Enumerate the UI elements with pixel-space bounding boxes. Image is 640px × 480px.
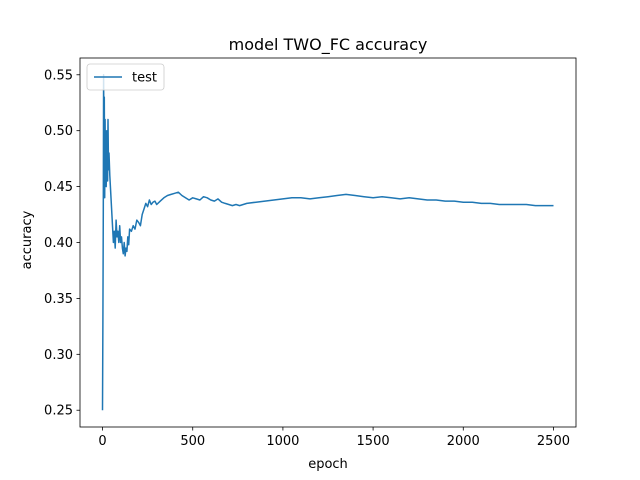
legend-box bbox=[86, 63, 165, 91]
y-axis-label: accuracy bbox=[20, 210, 35, 269]
y-tick-label: 0.40 bbox=[44, 236, 73, 251]
y-tick-label: 0.50 bbox=[44, 124, 73, 139]
x-tick-label: 2000 bbox=[447, 434, 480, 449]
y-tick-label: 0.25 bbox=[44, 404, 73, 419]
x-tick-label: 500 bbox=[180, 434, 205, 449]
x-tick-label: 1500 bbox=[357, 434, 390, 449]
x-tick-label: 2500 bbox=[537, 434, 570, 449]
x-axis-label: epoch bbox=[308, 457, 348, 472]
x-tick-label: 1000 bbox=[266, 434, 299, 449]
plot-area: 0 500 1000 1500 2000 2500 0.25 0.30 0.35 0.40 0.45… bbox=[44, 57, 577, 449]
x-tick-label: 0 bbox=[98, 434, 106, 449]
y-tick-label: 0.35 bbox=[44, 292, 73, 307]
y-tick-label: 0.55 bbox=[44, 68, 73, 83]
y-tick-label: 0.30 bbox=[44, 348, 73, 363]
series-line-test bbox=[101, 74, 554, 411]
legend-label-test: test bbox=[132, 71, 157, 86]
legend: test bbox=[86, 63, 165, 91]
chart-title: model TWO_FC accuracy bbox=[229, 35, 428, 55]
y-tick-label: 0.45 bbox=[44, 180, 73, 195]
